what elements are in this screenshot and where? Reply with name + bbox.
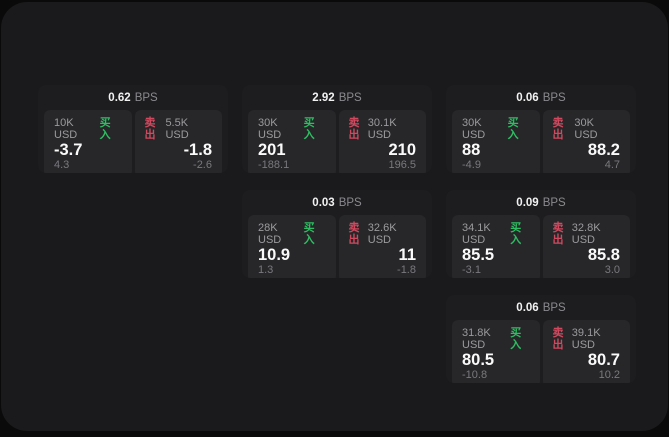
buy-label: 买入 bbox=[303, 222, 315, 246]
sell-notional: 30.1K USD bbox=[367, 117, 397, 141]
sell-label: 卖出 bbox=[552, 117, 564, 141]
card-header: 0.03 BPS bbox=[242, 190, 432, 215]
bps-unit-label: BPS bbox=[338, 91, 362, 104]
sell-panel[interactable]: 卖出 5.5K USD -1.8 -2.6 bbox=[134, 110, 222, 173]
bps-card: 0.06 BPS 31.8K USD 买入 80.5 -10.8 卖出 39.1… bbox=[446, 295, 636, 383]
sell-label: 卖出 bbox=[552, 327, 564, 351]
sell-change: 196.5 bbox=[388, 159, 416, 171]
bps-value: 0.06 bbox=[516, 91, 539, 104]
card-header: 0.62 BPS bbox=[38, 85, 228, 110]
bps-value: 0.03 bbox=[312, 196, 335, 209]
sell-price: 88.2 bbox=[587, 141, 620, 159]
sell-label: 卖出 bbox=[552, 222, 564, 246]
buy-change: -10.8 bbox=[462, 369, 488, 381]
sell-notional: 5.5K USD bbox=[165, 117, 189, 141]
sell-notional: 39.1K USD bbox=[571, 327, 601, 351]
buy-change: -4.9 bbox=[462, 159, 481, 171]
buy-change: 4.3 bbox=[54, 159, 70, 171]
card-header: 0.09 BPS bbox=[446, 190, 636, 215]
buy-notional: 28K USD bbox=[258, 222, 282, 246]
sell-notional: 32.6K USD bbox=[367, 222, 397, 246]
sell-panel[interactable]: 卖出 30.1K USD 210 196.5 bbox=[338, 110, 426, 173]
bps-unit-label: BPS bbox=[542, 196, 566, 209]
card-body: 28K USD 买入 10.9 1.3 卖出 32.6K USD 11 -1.8 bbox=[242, 215, 432, 278]
buy-change: 1.3 bbox=[258, 264, 274, 276]
sell-price: 210 bbox=[388, 141, 416, 159]
card-header: 0.06 BPS bbox=[446, 85, 636, 110]
card-body: 30K USD 买入 201 -188.1 卖出 30.1K USD 210 1… bbox=[242, 110, 432, 173]
sell-change: 4.7 bbox=[604, 159, 620, 171]
buy-panel[interactable]: 30K USD 买入 88 -4.9 bbox=[452, 110, 540, 173]
buy-notional: 30K USD bbox=[258, 117, 282, 141]
buy-change: -188.1 bbox=[258, 159, 290, 171]
buy-price: 85.5 bbox=[462, 246, 495, 264]
buy-panel[interactable]: 31.8K USD 买入 80.5 -10.8 bbox=[452, 320, 540, 383]
sell-panel[interactable]: 卖出 32.6K USD 11 -1.8 bbox=[338, 215, 426, 278]
buy-notional: 31.8K USD bbox=[462, 327, 491, 351]
sell-notional: 32.8K USD bbox=[571, 222, 601, 246]
buy-notional: 30K USD bbox=[462, 117, 486, 141]
bps-card: 2.92 BPS 30K USD 买入 201 -188.1 卖出 30.1K … bbox=[242, 85, 432, 173]
buy-notional: 10K USD bbox=[54, 117, 78, 141]
buy-price: 88 bbox=[462, 141, 481, 159]
buy-label: 买入 bbox=[303, 117, 315, 141]
buy-price: -3.7 bbox=[54, 141, 83, 159]
bps-value: 0.06 bbox=[516, 301, 539, 314]
buy-label: 买入 bbox=[510, 222, 522, 246]
bps-unit-label: BPS bbox=[338, 196, 362, 209]
buy-panel[interactable]: 34.1K USD 买入 85.5 -3.1 bbox=[452, 215, 540, 278]
bps-card: 0.62 BPS 10K USD 买入 -3.7 4.3 卖出 5.5K USD bbox=[38, 85, 228, 173]
card-body: 34.1K USD 买入 85.5 -3.1 卖出 32.8K USD 85.8… bbox=[446, 215, 636, 278]
quote-board: 0.62 BPS 10K USD 买入 -3.7 4.3 卖出 5.5K USD bbox=[38, 85, 636, 383]
sell-change: -2.6 bbox=[193, 159, 212, 171]
buy-label: 买入 bbox=[99, 117, 111, 141]
buy-label: 买入 bbox=[510, 327, 522, 351]
buy-label: 买入 bbox=[507, 117, 519, 141]
card-header: 2.92 BPS bbox=[242, 85, 432, 110]
buy-price: 80.5 bbox=[462, 351, 495, 369]
sell-panel[interactable]: 卖出 32.8K USD 85.8 3.0 bbox=[542, 215, 630, 278]
buy-change: -3.1 bbox=[462, 264, 481, 276]
sell-price: 80.7 bbox=[587, 351, 620, 369]
sell-price: 85.8 bbox=[587, 246, 620, 264]
sell-panel[interactable]: 卖出 39.1K USD 80.7 10.2 bbox=[542, 320, 630, 383]
sell-label: 卖出 bbox=[348, 117, 360, 141]
sell-label: 卖出 bbox=[144, 117, 156, 141]
bps-unit-label: BPS bbox=[134, 91, 158, 104]
sell-panel[interactable]: 卖出 30K USD 88.2 4.7 bbox=[542, 110, 630, 173]
buy-price: 201 bbox=[258, 141, 286, 159]
buy-panel[interactable]: 28K USD 买入 10.9 1.3 bbox=[248, 215, 336, 278]
card-body: 10K USD 买入 -3.7 4.3 卖出 5.5K USD -1.8 -2.… bbox=[38, 110, 228, 173]
card-body: 31.8K USD 买入 80.5 -10.8 卖出 39.1K USD 80.… bbox=[446, 320, 636, 383]
sell-change: 10.2 bbox=[598, 369, 620, 381]
bps-card: 0.03 BPS 28K USD 买入 10.9 1.3 卖出 32.6K US… bbox=[242, 190, 432, 278]
sell-notional: 30K USD bbox=[574, 117, 598, 141]
app-background: 0.62 BPS 10K USD 买入 -3.7 4.3 卖出 5.5K USD bbox=[1, 2, 668, 431]
sell-price: -1.8 bbox=[183, 141, 212, 159]
bps-value: 0.62 bbox=[108, 91, 131, 104]
card-header: 0.06 BPS bbox=[446, 295, 636, 320]
sell-label: 卖出 bbox=[348, 222, 360, 246]
bps-value: 0.09 bbox=[516, 196, 539, 209]
bps-unit-label: BPS bbox=[542, 301, 566, 314]
bps-value: 2.92 bbox=[312, 91, 335, 104]
bps-unit-label: BPS bbox=[542, 91, 566, 104]
card-body: 30K USD 买入 88 -4.9 卖出 30K USD 88.2 4.7 bbox=[446, 110, 636, 173]
buy-panel[interactable]: 30K USD 买入 201 -188.1 bbox=[248, 110, 336, 173]
buy-notional: 34.1K USD bbox=[462, 222, 491, 246]
buy-panel[interactable]: 10K USD 买入 -3.7 4.3 bbox=[44, 110, 132, 173]
bps-card: 0.06 BPS 30K USD 买入 88 -4.9 卖出 30K USD bbox=[446, 85, 636, 173]
sell-change: -1.8 bbox=[397, 264, 416, 276]
sell-change: 3.0 bbox=[604, 264, 620, 276]
bps-card: 0.09 BPS 34.1K USD 买入 85.5 -3.1 卖出 32.8K… bbox=[446, 190, 636, 278]
sell-price: 11 bbox=[398, 246, 416, 264]
buy-price: 10.9 bbox=[258, 246, 291, 264]
